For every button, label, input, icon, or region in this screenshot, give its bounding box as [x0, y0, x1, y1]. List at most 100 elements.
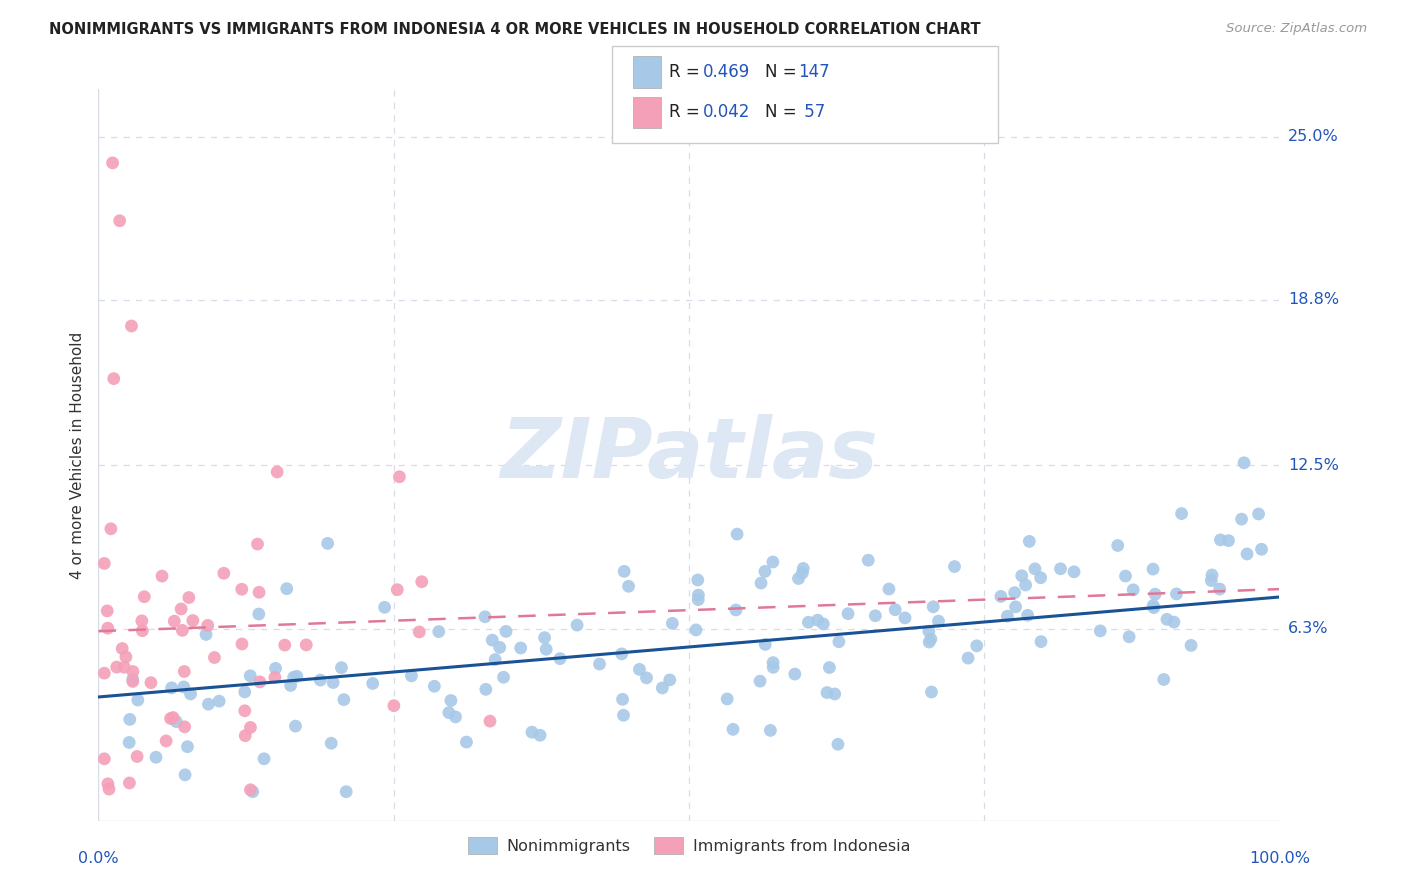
- Point: [749, 674, 772, 689]
- Point: [813, 617, 835, 632]
- Point: [754, 637, 776, 651]
- Point: [1163, 615, 1185, 629]
- Point: [588, 657, 610, 671]
- Text: R =: R =: [669, 103, 706, 121]
- Point: [1208, 582, 1230, 596]
- Point: [918, 635, 941, 649]
- Point: [787, 572, 810, 586]
- Point: [612, 692, 634, 706]
- Point: [361, 676, 384, 690]
- Point: [474, 609, 496, 624]
- Point: [295, 638, 318, 652]
- Point: [456, 735, 478, 749]
- Point: [495, 624, 517, 639]
- Point: [828, 634, 851, 648]
- Point: [1029, 634, 1052, 648]
- Point: [995, 609, 1018, 624]
- Point: [139, 675, 162, 690]
- Point: [131, 624, 153, 638]
- Point: [1156, 612, 1178, 626]
- Text: 100.0%: 100.0%: [1249, 851, 1310, 866]
- Point: [427, 624, 450, 639]
- Point: [1029, 571, 1052, 585]
- Point: [322, 675, 344, 690]
- Text: 6.3%: 6.3%: [1288, 621, 1329, 636]
- Point: [231, 637, 253, 651]
- Point: [754, 565, 776, 579]
- Point: [239, 669, 262, 683]
- Point: [374, 600, 396, 615]
- Point: [253, 752, 276, 766]
- Text: N =: N =: [765, 63, 801, 81]
- Point: [118, 713, 141, 727]
- Point: [1142, 599, 1164, 613]
- Point: [212, 566, 235, 581]
- Text: 12.5%: 12.5%: [1288, 458, 1339, 473]
- Point: [481, 633, 503, 648]
- Point: [1122, 582, 1144, 597]
- Point: [181, 614, 204, 628]
- Point: [177, 591, 200, 605]
- Point: [155, 734, 177, 748]
- Text: 0.0%: 0.0%: [79, 851, 118, 866]
- Point: [807, 613, 830, 627]
- Point: [617, 579, 640, 593]
- Text: 57: 57: [799, 103, 825, 121]
- Point: [316, 536, 339, 550]
- Point: [509, 640, 531, 655]
- Point: [884, 603, 907, 617]
- Point: [685, 623, 707, 637]
- Point: [661, 616, 683, 631]
- Point: [877, 582, 900, 596]
- Point: [423, 679, 446, 693]
- Point: [1049, 562, 1071, 576]
- Point: [170, 602, 193, 616]
- Point: [725, 527, 748, 541]
- Point: [382, 698, 405, 713]
- Point: [1201, 574, 1223, 588]
- Point: [105, 660, 128, 674]
- Point: [180, 687, 202, 701]
- Point: [285, 669, 308, 683]
- Point: [121, 673, 143, 687]
- Point: [115, 650, 138, 665]
- Point: [247, 607, 270, 621]
- Point: [100, 522, 122, 536]
- Point: [762, 660, 785, 674]
- Point: [520, 725, 543, 739]
- Point: [173, 680, 195, 694]
- Point: [928, 614, 950, 628]
- Text: 25.0%: 25.0%: [1288, 129, 1339, 145]
- Point: [233, 685, 256, 699]
- Point: [121, 318, 143, 333]
- Point: [1011, 568, 1033, 582]
- Point: [276, 582, 298, 596]
- Point: [195, 627, 218, 641]
- Point: [749, 576, 772, 591]
- Point: [121, 674, 143, 689]
- Point: [1017, 608, 1039, 623]
- Point: [865, 608, 887, 623]
- Point: [101, 156, 124, 170]
- Point: [112, 660, 135, 674]
- Point: [173, 665, 195, 679]
- Point: [103, 371, 125, 385]
- Point: [966, 639, 988, 653]
- Point: [762, 555, 785, 569]
- Point: [837, 607, 859, 621]
- Point: [333, 692, 356, 706]
- Point: [1107, 539, 1129, 553]
- Point: [1250, 542, 1272, 557]
- Point: [724, 603, 747, 617]
- Point: [488, 640, 510, 655]
- Point: [827, 737, 849, 751]
- Point: [1180, 639, 1202, 653]
- Point: [1024, 562, 1046, 576]
- Point: [247, 585, 270, 599]
- Point: [197, 618, 219, 632]
- Point: [118, 735, 141, 749]
- Point: [176, 739, 198, 754]
- Point: [159, 711, 181, 725]
- Point: [160, 681, 183, 695]
- Point: [127, 693, 149, 707]
